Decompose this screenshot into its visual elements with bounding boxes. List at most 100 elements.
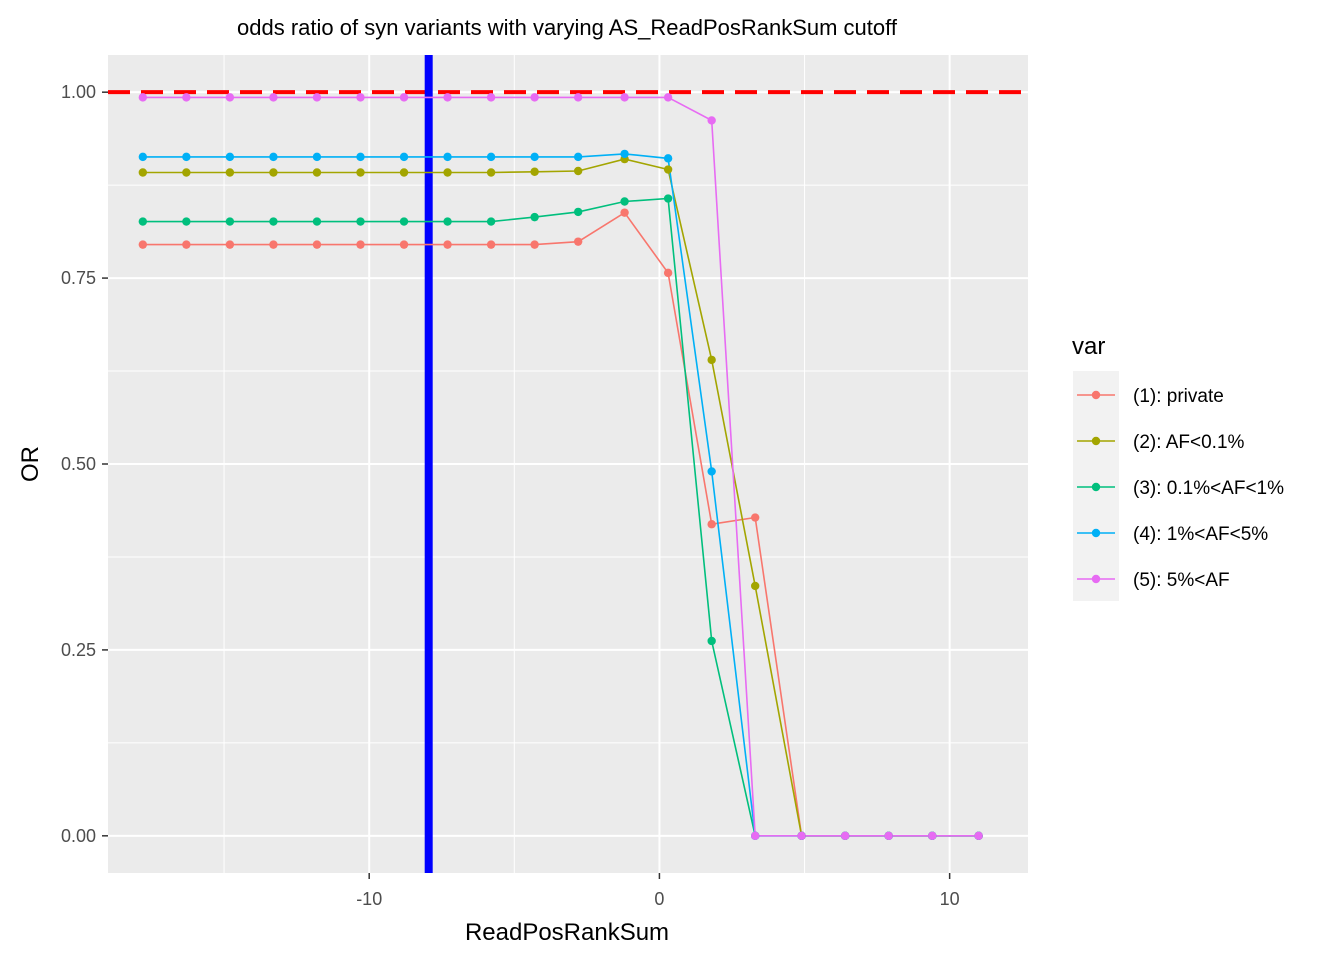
data-point-series-2: [312, 168, 322, 177]
legend-label: (1): private: [1133, 386, 1224, 407]
data-point-series-1: [312, 240, 322, 249]
data-point-series-3: [663, 194, 673, 203]
data-point-series-5: [663, 93, 673, 102]
data-point-series-3: [399, 217, 409, 226]
data-point-series-2: [530, 167, 539, 176]
data-point-series-3: [443, 217, 452, 226]
data-point-series-2: [356, 168, 365, 177]
data-point-series-2: [225, 168, 235, 177]
x-axis: -10 0 10: [356, 873, 960, 909]
reference-lines: [108, 55, 1028, 873]
data-point-series-1: [356, 240, 365, 249]
data-point-series-5: [530, 93, 539, 102]
data-point-series-2: [443, 168, 452, 177]
x-tick-label: 0: [654, 889, 664, 909]
data-point-series-4: [225, 152, 235, 162]
data-point-series-5: [269, 93, 278, 102]
data-point-series-5: [928, 831, 937, 841]
data-point-series-2: [750, 581, 760, 591]
legend: var (1): private (2): AF<0.1% (3): 0.1%<AF…: [1072, 333, 1284, 601]
data-point-series-5: [225, 93, 235, 102]
y-axis-title: OR: [17, 446, 44, 482]
data-point-series-3: [707, 636, 716, 646]
data-point-series-5: [884, 831, 893, 841]
data-point-series-1: [486, 240, 496, 249]
data-point-series-3: [225, 217, 235, 226]
legend-key-point: [1091, 482, 1101, 492]
data-point-series-3: [269, 217, 278, 226]
data-point-series-4: [663, 154, 673, 163]
data-point-series-4: [620, 149, 629, 159]
series-lines: [142, 96, 979, 837]
legend-label: (3): 0.1%<AF<1%: [1133, 478, 1284, 499]
data-point-series-5: [620, 93, 629, 102]
data-point-series-4: [530, 152, 539, 162]
data-point-series-3: [356, 217, 365, 226]
data-point-series-5: [399, 93, 409, 102]
data-point-series-5: [182, 93, 191, 102]
y-axis: 0.00 0.25 0.50 0.75 1.00: [61, 82, 108, 846]
data-point-series-2: [182, 168, 191, 177]
data-point-series-1: [225, 240, 235, 249]
y-tick-label: 0.75: [61, 268, 96, 288]
data-point-series-1: [138, 240, 148, 249]
data-point-series-3: [530, 212, 539, 222]
data-point-series-4: [138, 152, 148, 162]
series-line-5: [142, 96, 979, 837]
data-point-series-1: [443, 240, 452, 249]
data-point-series-1: [399, 240, 409, 249]
x-tick-label: -10: [356, 889, 382, 909]
y-tick-label: 0.50: [61, 454, 96, 474]
legend-key-point: [1091, 390, 1101, 400]
data-point-series-2: [138, 168, 148, 177]
data-point-series-5: [312, 93, 322, 102]
data-point-series-4: [486, 152, 496, 162]
x-tick-label: 10: [940, 889, 960, 909]
data-point-series-4: [182, 152, 191, 162]
data-point-series-3: [620, 197, 629, 206]
data-point-series-3: [573, 207, 583, 217]
data-point-series-2: [269, 168, 278, 177]
data-point-series-2: [399, 168, 409, 177]
chart-title: odds ratio of syn variants with varying …: [237, 15, 898, 40]
data-point-series-2: [486, 168, 496, 177]
legend-title: var: [1072, 333, 1105, 360]
y-tick-label: 0.25: [61, 640, 96, 660]
data-point-series-1: [707, 520, 716, 529]
y-tick-label: 1.00: [61, 82, 96, 102]
data-point-series-5: [138, 93, 148, 102]
legend-key-point: [1091, 436, 1101, 446]
data-point-series-5: [840, 831, 850, 841]
data-point-series-5: [707, 116, 716, 125]
data-point-series-2: [573, 166, 583, 176]
data-point-series-4: [356, 152, 365, 162]
data-point-series-1: [663, 268, 673, 278]
data-point-series-2: [663, 165, 673, 174]
legend-key-point: [1091, 574, 1101, 584]
data-point-series-1: [269, 240, 278, 249]
data-point-series-3: [182, 217, 191, 226]
legend-label: (5): 5%<AF: [1133, 570, 1230, 591]
data-point-series-1: [620, 208, 629, 217]
data-point-series-5: [486, 93, 496, 102]
data-point-series-1: [750, 513, 760, 522]
data-point-series-5: [750, 831, 760, 841]
y-tick-label: 0.00: [61, 826, 96, 846]
series-points: [138, 93, 983, 841]
data-point-series-5: [974, 831, 983, 841]
data-point-series-5: [443, 93, 452, 102]
data-point-series-4: [573, 152, 583, 162]
data-point-series-5: [356, 93, 365, 102]
data-point-series-4: [399, 152, 409, 162]
legend-label: (4): 1%<AF<5%: [1133, 524, 1268, 545]
data-point-series-4: [443, 152, 452, 162]
x-axis-title: ReadPosRankSum: [465, 919, 669, 946]
data-point-series-1: [573, 237, 583, 246]
legend-label: (2): AF<0.1%: [1133, 432, 1245, 453]
data-point-series-4: [269, 152, 278, 162]
data-point-series-4: [707, 467, 716, 476]
data-point-series-3: [486, 217, 496, 226]
data-point-series-5: [573, 93, 583, 102]
data-point-series-1: [182, 240, 191, 249]
